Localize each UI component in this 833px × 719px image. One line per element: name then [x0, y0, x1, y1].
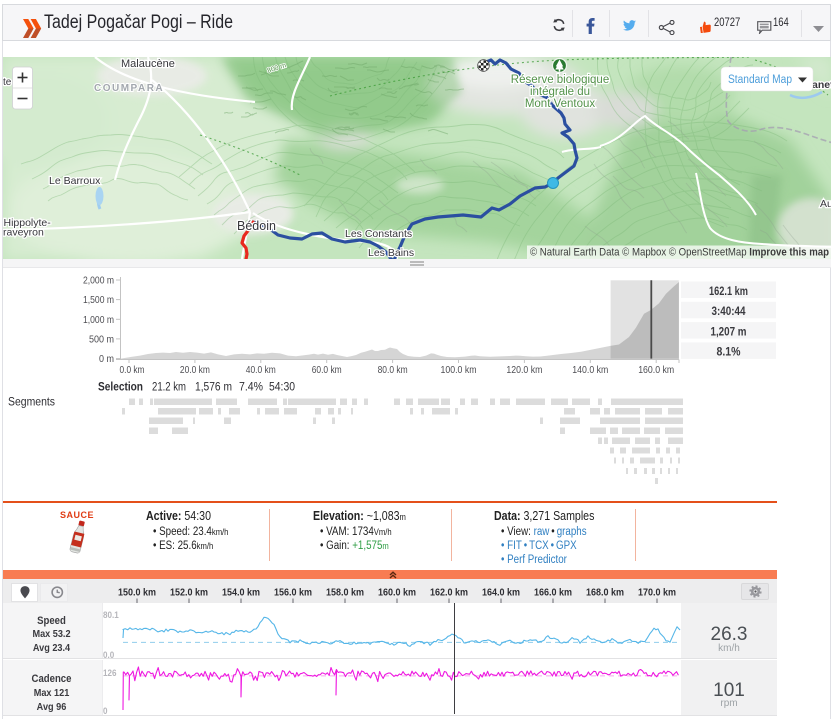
- svg-text:COUMPARA: COUMPARA: [94, 83, 164, 94]
- svg-text:164.0 km: 164.0 km: [482, 587, 520, 599]
- svg-text:8.1%: 8.1%: [717, 345, 741, 359]
- svg-text:158.0 km: 158.0 km: [326, 587, 364, 599]
- svg-text:© Natural Earth Data © Mapbox: © Natural Earth Data © Mapbox © OpenStre…: [530, 247, 829, 259]
- svg-text:162.0 km: 162.0 km: [430, 587, 468, 599]
- svg-text:162.1 km: 162.1 km: [709, 284, 748, 298]
- svg-text:te: te: [3, 77, 12, 88]
- svg-text:140.0 km: 140.0 km: [572, 364, 608, 376]
- svg-text:152.0 km: 152.0 km: [170, 587, 208, 599]
- svg-text:80.0 km: 80.0 km: [378, 364, 408, 376]
- svg-text:raveyron: raveyron: [3, 227, 44, 239]
- svg-text:154.0 km: 154.0 km: [222, 587, 260, 599]
- svg-text:500 m: 500 m: [89, 333, 114, 345]
- svg-text:Segments: Segments: [8, 397, 55, 409]
- svg-text:Le Barroux: Le Barroux: [49, 175, 101, 187]
- svg-text:160.0 km: 160.0 km: [638, 364, 674, 376]
- svg-text:1,500 m: 1,500 m: [83, 294, 114, 306]
- svg-text:Selection: Selection: [98, 382, 143, 394]
- svg-text:1,207 m: 1,207 m: [711, 324, 747, 338]
- svg-text:Standard Map: Standard Map: [728, 74, 792, 86]
- svg-text:170.0 km: 170.0 km: [638, 587, 676, 599]
- svg-text:0 m: 0 m: [99, 353, 114, 365]
- svg-text:Hippolyte-: Hippolyte-: [4, 217, 52, 229]
- svg-text:21.2 km: 21.2 km: [152, 382, 186, 394]
- svg-text:Bédoin: Bédoin: [237, 219, 276, 233]
- svg-text:1,000 m: 1,000 m: [83, 314, 114, 326]
- svg-text:7.4%: 7.4%: [239, 382, 263, 394]
- svg-text:Les Bains: Les Bains: [368, 247, 414, 259]
- svg-text:120.0 km: 120.0 km: [506, 364, 542, 376]
- svg-text:Mont Ventoux: Mont Ventoux: [525, 98, 596, 110]
- svg-text:60.0 km: 60.0 km: [312, 364, 342, 376]
- svg-text:40.0 km: 40.0 km: [246, 364, 276, 376]
- svg-text:intégrale du: intégrale du: [530, 86, 590, 98]
- svg-text:150.0 km: 150.0 km: [118, 587, 156, 599]
- svg-text:168.0 km: 168.0 km: [586, 587, 624, 599]
- svg-text:160.0 km: 160.0 km: [378, 587, 416, 599]
- svg-text:156.0 km: 156.0 km: [274, 587, 312, 599]
- svg-text:54:30: 54:30: [269, 382, 295, 394]
- svg-text:Réserve biologique: Réserve biologique: [511, 74, 609, 86]
- svg-text:0.0 km: 0.0 km: [120, 364, 145, 376]
- svg-text:anett: anett: [812, 79, 831, 91]
- svg-text:100.0 km: 100.0 km: [441, 364, 477, 376]
- svg-text:20.0 km: 20.0 km: [180, 364, 210, 376]
- svg-text:Malaucène: Malaucène: [121, 58, 175, 70]
- svg-text:3:40:44: 3:40:44: [712, 304, 746, 318]
- svg-text:166.0 km: 166.0 km: [534, 587, 572, 599]
- svg-text:Au: Au: [820, 198, 831, 210]
- svg-text:1,576 m: 1,576 m: [195, 382, 232, 394]
- svg-text:Les Constants: Les Constants: [345, 228, 412, 240]
- svg-text:2,000 m: 2,000 m: [83, 275, 114, 287]
